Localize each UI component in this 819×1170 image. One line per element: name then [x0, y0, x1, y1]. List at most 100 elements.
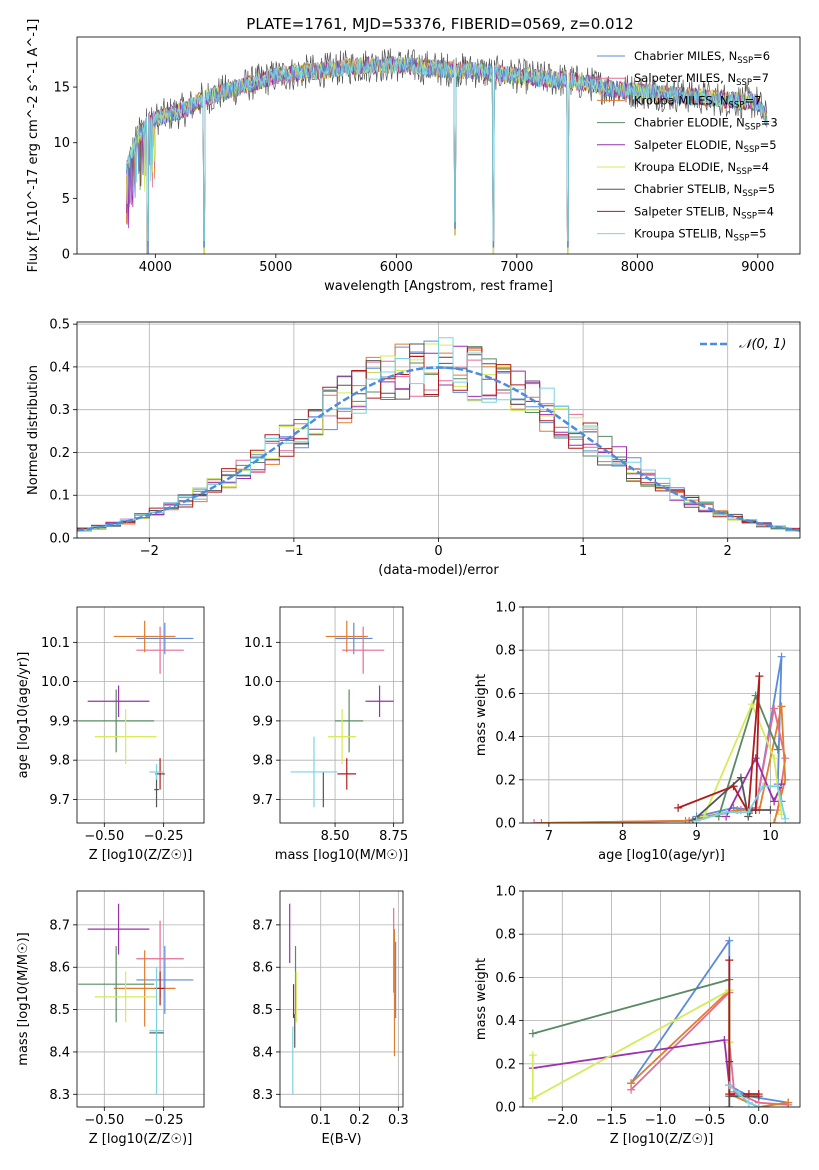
y-tick-label: 8.4: [252, 1045, 273, 1060]
y-tick-label: 0.5: [49, 318, 70, 333]
y-tick-label: 0.6: [495, 971, 516, 986]
plus-marker: [722, 808, 731, 817]
x-tick-label: 0.3: [388, 1113, 409, 1128]
x-tick-label: 0: [434, 544, 442, 559]
legend-entry: Salpeter STELIB, NSSP=4: [634, 204, 774, 221]
y-tick-label: 8.3: [49, 1088, 70, 1103]
plus-marker: [725, 1103, 734, 1107]
x-axis-label: Z [log10(Z/Z☉)]: [89, 1132, 193, 1147]
mass-weight-line: [677, 676, 761, 816]
errorbar-point: [113, 620, 176, 653]
y-tick-label: 0.0: [49, 532, 70, 547]
errorbar-point: [335, 689, 364, 753]
errorbar-point: [149, 967, 164, 1095]
y-tick-label: 0.2: [49, 446, 70, 461]
age-vs-mass-panel: 8.50 8.75 9.7 9.8 9.9 10.0 10.1 mass [log10(M/M…: [244, 606, 408, 863]
x-tick-label: 8: [619, 829, 627, 844]
plot-frame: [76, 321, 801, 539]
mass-weight-line: [534, 708, 787, 823]
plus-marker: [784, 1098, 793, 1107]
legend-entry: Chabrier ELODIE, NSSP=3: [634, 116, 778, 133]
y-tick-label: 1.0: [495, 885, 516, 900]
y-tick-label: 0.2: [495, 1057, 516, 1072]
plot-frame: [76, 606, 205, 824]
errorbar-point: [136, 946, 194, 1014]
plus-marker: [744, 808, 753, 817]
plus-marker: [530, 819, 539, 823]
plus-marker: [781, 775, 790, 784]
errorbar-point: [290, 736, 338, 808]
histogram-step-line: [77, 347, 800, 533]
mass-vs-extinction-panel: 0.1 0.2 0.3 8.3 8.4 8.5 8.6 8.7 E(B-V): [252, 890, 409, 1147]
plot-frame: [279, 606, 404, 824]
plus-marker: [725, 1081, 734, 1090]
errorbar-point: [328, 709, 357, 765]
plus-marker: [754, 1090, 763, 1099]
y-tick-label: 0.3: [49, 403, 70, 418]
plus-marker: [528, 1029, 537, 1038]
plot-frame: [76, 36, 801, 255]
plus-marker: [744, 1098, 753, 1107]
gridlines: [280, 891, 403, 1107]
y-axis-label: age [log10(age/yr)]: [16, 652, 31, 779]
y-tick-label: 9.9: [49, 714, 70, 729]
x-tick-label: 8000: [621, 260, 654, 275]
errorbar-point: [149, 764, 164, 780]
y-tick-label: 8.7: [49, 918, 70, 933]
spectrum-panel: 4000 5000 6000 7000 8000 9000 0 5 10 15 Chabrier M…: [26, 19, 801, 294]
x-tick-label: 5000: [259, 260, 292, 275]
errorbar-point: [365, 685, 394, 717]
errorbar-point: [335, 622, 373, 655]
plus-marker: [528, 1051, 537, 1060]
y-tick-label: 0: [62, 248, 70, 263]
plus-marker: [781, 814, 790, 823]
errorbar-point: [94, 709, 157, 765]
y-tick-label: 0.0: [495, 1101, 516, 1116]
x-tick-label: −2.0: [547, 1113, 579, 1128]
y-axis-label: Flux [f_λ10^-17 erg cm^-2 s^-1 A^-1]: [26, 19, 41, 273]
plus-marker: [759, 782, 768, 791]
plus-marker: [725, 1090, 734, 1099]
plus-marker: [537, 819, 546, 823]
y-tick-label: 0.0: [495, 817, 516, 832]
x-tick-label: 9000: [741, 260, 774, 275]
plus-marker: [754, 1103, 763, 1107]
y-tick-label: 10: [53, 136, 70, 151]
x-tick-label: 2: [724, 544, 732, 559]
x-tick-label: −0.50: [84, 1113, 124, 1128]
plot-frame: [522, 606, 801, 824]
y-tick-label: 10.0: [244, 675, 273, 690]
x-tick-label: −0.50: [84, 829, 124, 844]
mass-weight-line: [728, 1084, 760, 1107]
legend-entry: Chabrier MILES, NSSP=6: [634, 49, 770, 66]
plus-marker: [773, 745, 782, 754]
x-tick-label: 8.50: [321, 829, 350, 844]
errorbar-point: [337, 758, 357, 790]
legend: Chabrier MILES, NSSP=6 Salpeter MILES, NS…: [597, 49, 778, 244]
plus-marker: [725, 936, 734, 945]
age-vs-metallicity-panel: −0.50 −0.25 9.7 9.8 9.9 10.0 10.1 Z [log10(Z/Z☉…: [16, 606, 205, 863]
y-axis-label: Normed distribution: [26, 365, 41, 495]
x-tick-label: 10: [762, 829, 779, 844]
plus-marker: [770, 754, 779, 763]
errorbar-point: [136, 626, 184, 674]
x-tick-label: 4000: [139, 260, 172, 275]
plus-marker: [770, 704, 779, 713]
y-axis-label: mass weight: [474, 674, 489, 756]
y-tick-label: 0.4: [495, 1014, 516, 1029]
y-tick-label: 0.8: [495, 928, 516, 943]
errorbar-point: [94, 971, 157, 1023]
y-tick-label: 9.7: [49, 793, 70, 808]
legend-entry: Salpeter MILES, NSSP=7: [634, 71, 769, 88]
plus-marker: [747, 700, 756, 709]
y-tick-label: 10.1: [41, 636, 70, 651]
y-tick-label: 0.2: [495, 773, 516, 788]
mass-weight-vs-age-panel: 7 8 9 10 0.0 0.2 0.4 0.6 0.8 1.0 age [log10(age/yr…: [474, 601, 801, 863]
plus-marker: [720, 1036, 729, 1045]
x-tick-label: 1: [579, 544, 587, 559]
y-tick-label: 0.4: [49, 360, 70, 375]
plot-frame: [76, 890, 205, 1108]
mass-weight-vs-metallicity-panel: −2.0 −1.5 −1.0 −0.5 0.0 0.0 0.2 0.4 0.6 0.8 1.0 Z […: [474, 885, 801, 1147]
gridlines: [280, 607, 403, 823]
